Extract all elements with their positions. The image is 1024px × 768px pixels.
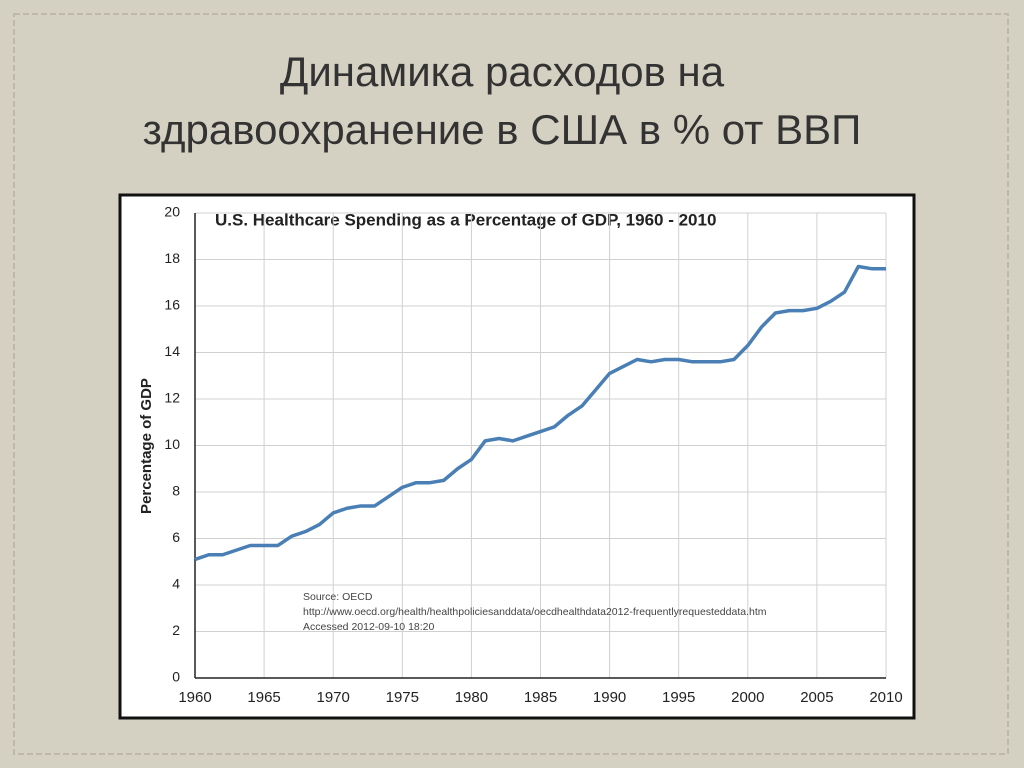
x-tick-label: 1995 <box>662 689 695 706</box>
y-axis-label: Percentage of GDP <box>138 378 155 514</box>
chart-title: U.S. Healthcare Spending as a Percentage… <box>215 210 716 229</box>
y-tick-label: 18 <box>164 250 180 266</box>
x-tick-label: 1975 <box>386 689 419 706</box>
y-tick-label: 4 <box>172 576 180 592</box>
source-note: Source: OECD <box>303 591 373 603</box>
x-tick-label: 2010 <box>869 689 902 706</box>
x-tick-label: 1980 <box>455 689 488 706</box>
x-tick-label: 2005 <box>800 689 833 706</box>
chart: U.S. Healthcare Spending as a Percentage… <box>118 193 916 720</box>
x-tick-label: 1970 <box>317 689 350 706</box>
slide-title: здравоохранение в США в % от ВВП <box>143 106 862 153</box>
y-tick-label: 14 <box>164 343 180 359</box>
chart-frame <box>118 193 916 720</box>
slide-border <box>13 13 1009 755</box>
y-tick-label: 12 <box>164 390 180 406</box>
x-tick-label: 1960 <box>178 689 211 706</box>
x-tick-label: 1990 <box>593 689 626 706</box>
y-tick-label: 20 <box>164 204 180 220</box>
y-tick-label: 8 <box>172 483 180 499</box>
y-tick-label: 10 <box>164 436 180 452</box>
data-line <box>194 264 886 562</box>
slide-title: Динамика расходов на <box>280 48 725 95</box>
x-tick-label: 1985 <box>524 689 557 706</box>
source-note: Accessed 2012-09-10 18:20 <box>303 621 435 633</box>
y-tick-label: 0 <box>172 669 180 685</box>
y-tick-label: 16 <box>164 297 180 313</box>
x-tick-label: 2000 <box>731 689 764 706</box>
y-tick-label: 6 <box>172 529 180 545</box>
y-tick-label: 2 <box>172 622 180 638</box>
source-note: http://www.oecd.org/health/healthpolicie… <box>303 606 767 618</box>
x-tick-label: 1965 <box>247 689 280 706</box>
